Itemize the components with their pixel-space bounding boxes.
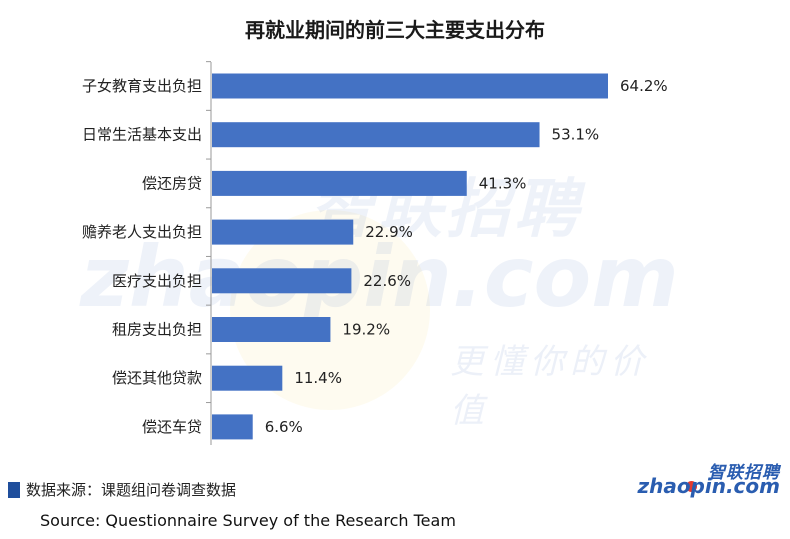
value-label: 53.1% xyxy=(552,126,600,144)
category-label: 偿还车贷 xyxy=(142,418,202,436)
bar xyxy=(212,268,352,294)
logo-dot-icon xyxy=(686,481,697,492)
bar xyxy=(212,414,253,440)
bar xyxy=(212,170,467,196)
logo-cn-text: 智联招聘 xyxy=(708,463,780,483)
category-label: 赡养老人支出负担 xyxy=(82,223,202,241)
category-label: 租房支出负担 xyxy=(112,321,202,339)
value-label: 22.6% xyxy=(363,272,411,290)
value-label: 6.6% xyxy=(265,418,303,436)
source-note-en: Source: Questionnaire Survey of the Rese… xyxy=(40,511,456,530)
value-label: 22.9% xyxy=(365,223,413,241)
logo-en-text: zhaopin.com xyxy=(637,474,780,498)
category-label: 子女教育支出负担 xyxy=(82,77,202,95)
value-label: 64.2% xyxy=(620,77,668,95)
category-label: 偿还其他贷款 xyxy=(112,369,202,387)
bar xyxy=(212,122,540,148)
zhaopin-logo: 智联招聘 zhaopin.com xyxy=(637,458,780,498)
category-label: 偿还房贷 xyxy=(142,174,202,192)
chart-title: 再就业期间的前三大主要支出分布 xyxy=(245,18,545,42)
value-label: 19.2% xyxy=(342,321,390,339)
bar xyxy=(212,219,354,245)
source-square-icon xyxy=(8,481,20,498)
category-label: 医疗支出负担 xyxy=(112,272,202,290)
category-label: 日常生活基本支出 xyxy=(82,126,202,144)
source-note-cn: 数据来源：课题组问卷调查数据 xyxy=(8,479,236,500)
bar xyxy=(212,73,608,99)
bar xyxy=(212,365,283,391)
source-cn-text: 数据来源：课题组问卷调查数据 xyxy=(26,481,237,499)
value-label: 11.4% xyxy=(294,369,342,387)
value-label: 41.3% xyxy=(479,174,527,192)
bar xyxy=(212,317,331,342)
